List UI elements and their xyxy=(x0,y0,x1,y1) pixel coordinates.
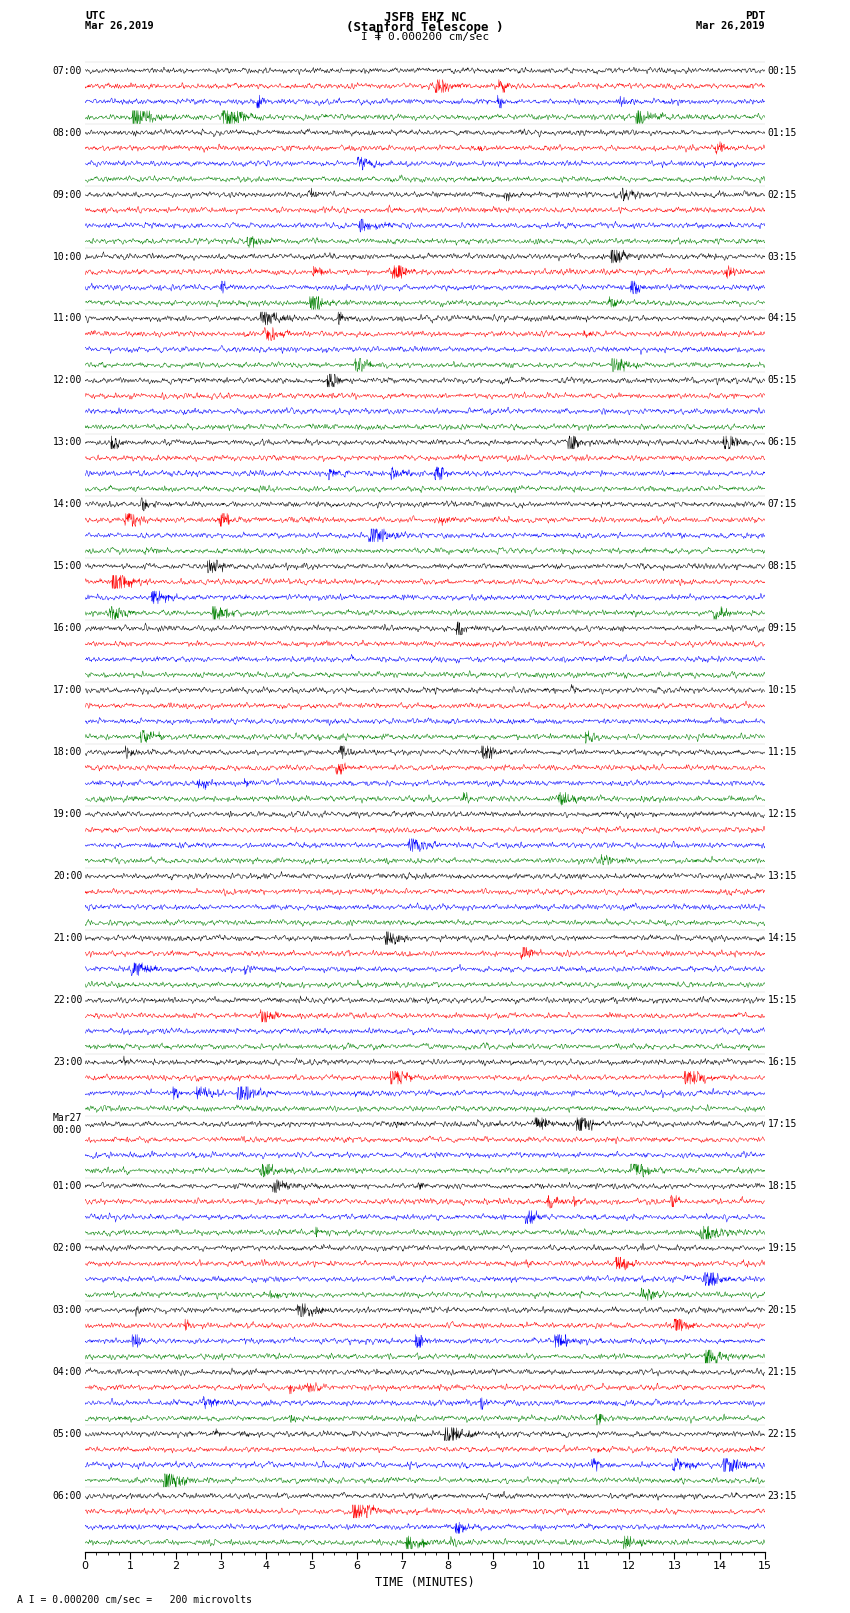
Text: A I = 0.000200 cm/sec =   200 microvolts: A I = 0.000200 cm/sec = 200 microvolts xyxy=(17,1595,252,1605)
Text: Mar 26,2019: Mar 26,2019 xyxy=(696,21,765,31)
Text: JSFB EHZ NC: JSFB EHZ NC xyxy=(383,11,467,24)
Text: Mar 26,2019: Mar 26,2019 xyxy=(85,21,154,31)
Text: PDT: PDT xyxy=(745,11,765,21)
X-axis label: TIME (MINUTES): TIME (MINUTES) xyxy=(375,1576,475,1589)
Text: I = 0.000200 cm/sec: I = 0.000200 cm/sec xyxy=(361,32,489,42)
Text: UTC: UTC xyxy=(85,11,105,21)
Text: (Stanford Telescope ): (Stanford Telescope ) xyxy=(346,21,504,34)
